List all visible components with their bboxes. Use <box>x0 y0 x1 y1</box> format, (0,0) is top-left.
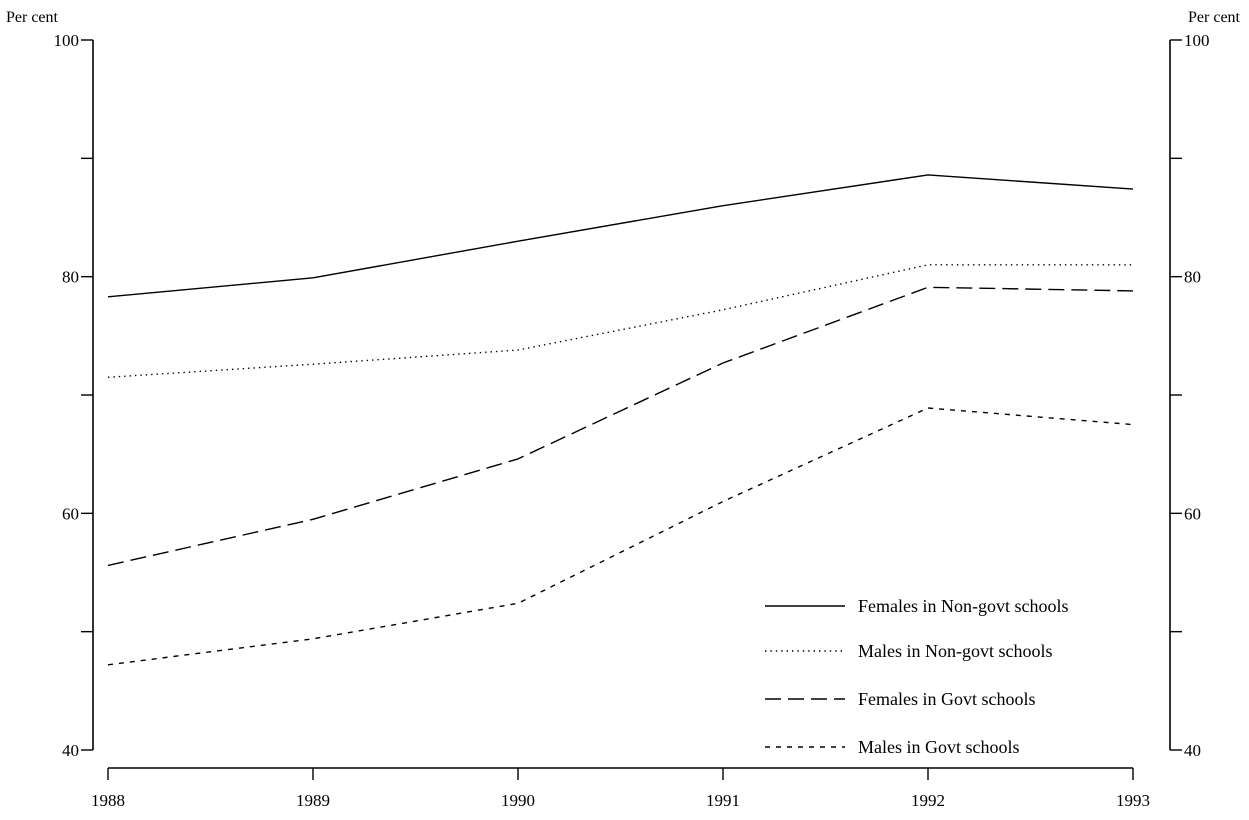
x-tick-label: 1990 <box>501 791 535 810</box>
series-line-3 <box>107 286 1134 567</box>
x-tick-label: 1989 <box>296 791 330 810</box>
y-tick-label-left: 40 <box>62 741 79 760</box>
y-tick-label-left: 60 <box>62 504 79 523</box>
y-tick-label-right: 100 <box>1184 31 1210 50</box>
series-line-4 <box>107 407 1134 666</box>
series-line-2 <box>107 264 1133 378</box>
tick-group: 40 40 60 60 80 80 100 100 1988 1989 1990 1991 1992 19… <box>54 31 1210 810</box>
x-tick-label: 1988 <box>91 791 125 810</box>
y-tick-label-right: 40 <box>1184 741 1201 760</box>
x-tick-label: 1993 <box>1116 791 1150 810</box>
legend-label-2: Males in Non-govt schools <box>858 641 1052 661</box>
series-group <box>107 174 1134 666</box>
legend-label-4: Males in Govt schools <box>858 737 1020 757</box>
legend-label-1: Females in Non-govt schools <box>858 596 1068 616</box>
x-tick-label: 1991 <box>706 791 740 810</box>
y-tick-label-right: 60 <box>1184 504 1201 523</box>
y-tick-label-left: 80 <box>62 268 79 287</box>
y-tick-label-left: 100 <box>54 31 80 50</box>
y-tick-label-right: 80 <box>1184 268 1201 287</box>
x-tick-label: 1992 <box>911 791 945 810</box>
legend-label-3: Females in Govt schools <box>858 689 1036 709</box>
y-axis-label-right: Per cent <box>1188 9 1241 26</box>
y-axis-label-left: Per cent <box>6 9 59 26</box>
series-line-1 <box>107 174 1134 298</box>
legend: Females in Non-govt schools Males in Non-… <box>765 596 1068 757</box>
